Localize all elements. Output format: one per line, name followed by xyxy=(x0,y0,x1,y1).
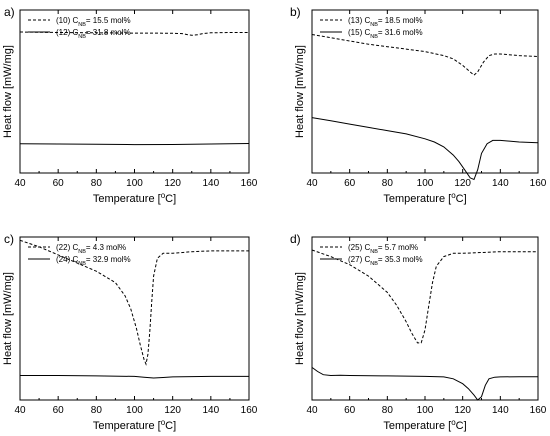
chart-panel: d) 40 60 80 100 120 140 160 Temperature [oC] Heat… xyxy=(290,232,547,432)
x-tick-label: 160 xyxy=(530,405,547,416)
x-tick-label: 100 xyxy=(126,405,143,416)
x-tick-label: 40 xyxy=(306,405,318,416)
x-tick-label: 80 xyxy=(91,405,103,416)
x-tick-label: 140 xyxy=(492,405,509,416)
legend-entry: (25) CNB= 5.7 mol% xyxy=(348,243,418,255)
x-tick-label: 80 xyxy=(382,178,394,189)
x-tick-label: 60 xyxy=(53,178,65,189)
chart-panel: c) 40 60 80 100 120 140 160 Temperature [oC] Heat… xyxy=(2,232,258,432)
series-line xyxy=(20,375,249,379)
x-tick-label: 40 xyxy=(14,405,26,416)
x-tick-label: 140 xyxy=(202,405,219,416)
x-tick-label: 120 xyxy=(454,178,471,189)
panel-label: c) xyxy=(4,232,14,246)
panel-label: b) xyxy=(290,5,301,19)
chart-panel: a) 40 60 80 100 120 140 160 Temperature [oC] Heat… xyxy=(2,5,258,205)
legend-entry: (27) CNB= 35.3 mol% xyxy=(348,255,423,267)
y-axis-label: Heat flow [mW/mg] xyxy=(294,272,306,365)
x-tick-label: 40 xyxy=(306,178,318,189)
x-axis-label: Temperature [oC] xyxy=(93,191,176,206)
x-tick-label: 60 xyxy=(344,178,356,189)
x-tick-label: 60 xyxy=(53,405,65,416)
x-tick-label: 60 xyxy=(344,405,356,416)
x-tick-label: 120 xyxy=(164,178,181,189)
series-line xyxy=(19,239,249,366)
x-tick-label: 40 xyxy=(14,178,26,189)
x-tick-label: 100 xyxy=(126,178,143,189)
x-tick-label: 80 xyxy=(91,178,103,189)
series-line xyxy=(311,117,539,181)
x-tick-label: 160 xyxy=(241,178,258,189)
legend-entry: (15) CNB= 31.6 mol% xyxy=(348,28,423,40)
plot-frame xyxy=(311,9,539,174)
x-tick-label: 140 xyxy=(202,178,219,189)
legend-entry: (22) CNB= 4.3 mol% xyxy=(56,243,126,255)
series-line xyxy=(19,143,250,146)
x-tick-label: 160 xyxy=(530,178,547,189)
series-line xyxy=(311,249,538,344)
x-tick-label: 100 xyxy=(417,178,434,189)
chart-panel: b) 40 60 80 100 120 140 160 Temperature [oC] Heat… xyxy=(290,5,547,205)
x-tick-label: 120 xyxy=(164,405,181,416)
legend-entry: (12) CNB= 31.8 mol% xyxy=(56,28,131,40)
x-tick-label: 140 xyxy=(492,178,509,189)
y-axis-label: Heat flow [mW/mg] xyxy=(294,45,306,138)
x-tick-label: 160 xyxy=(241,405,258,416)
series-line xyxy=(19,31,249,36)
series-line xyxy=(311,366,538,401)
y-axis-label: Heat flow [mW/mg] xyxy=(2,272,14,365)
legend-entry: (24) CNB= 32.9 mol% xyxy=(56,255,131,267)
x-tick-label: 120 xyxy=(454,405,471,416)
y-axis-label: Heat flow [mW/mg] xyxy=(2,45,14,138)
series-line xyxy=(311,34,539,76)
x-tick-label: 100 xyxy=(417,405,434,416)
x-axis-label: Temperature [oC] xyxy=(93,418,176,433)
x-tick-label: 80 xyxy=(382,405,394,416)
panel-label: d) xyxy=(290,232,301,246)
plot-frame xyxy=(19,9,250,174)
legend-entry: (13) CNB= 18.5 mol% xyxy=(348,16,423,28)
x-axis-label: Temperature [oC] xyxy=(383,418,466,433)
x-axis-label: Temperature [oC] xyxy=(383,191,466,206)
legend-entry: (10) CNB= 15.5 mol% xyxy=(56,16,131,28)
panel-label: a) xyxy=(4,5,15,19)
